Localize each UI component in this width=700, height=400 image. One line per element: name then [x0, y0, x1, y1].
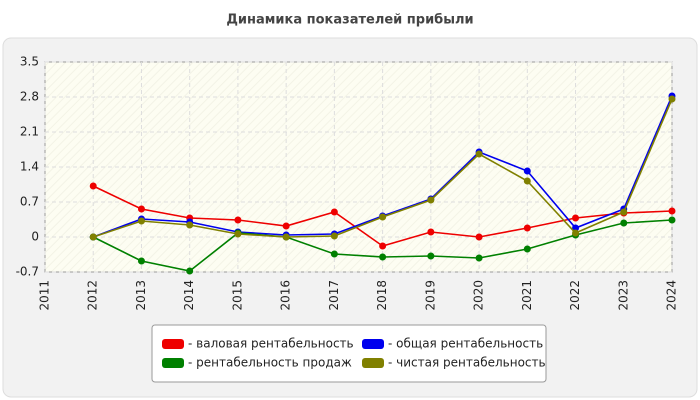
legend-label: - общая рентабельность [388, 337, 543, 351]
point [523, 245, 531, 253]
x-tick-label: 2020 [472, 280, 486, 311]
point [427, 196, 435, 204]
y-tick-label: 2.8 [20, 90, 39, 104]
x-tick-label: 2011 [38, 280, 52, 311]
point [572, 224, 580, 232]
point [523, 224, 531, 232]
x-tick-label: 2021 [520, 280, 534, 311]
x-tick-label: 2023 [616, 280, 630, 311]
point [186, 221, 194, 229]
point [668, 216, 676, 224]
y-tick-label: 3.5 [20, 55, 39, 69]
x-tick-label: 2024 [665, 280, 679, 311]
point [330, 208, 338, 216]
point [234, 216, 242, 224]
point [137, 217, 145, 225]
x-tick-label: 2013 [134, 280, 148, 311]
legend-swatch [162, 339, 184, 349]
point [379, 242, 387, 250]
point [89, 182, 97, 190]
point [137, 205, 145, 213]
x-tick-label: 2017 [327, 280, 341, 311]
point [234, 230, 242, 238]
x-tick-label: 2018 [375, 280, 389, 311]
x-tick-label: 2016 [279, 280, 293, 311]
y-tick-label: 0 [31, 230, 39, 244]
point [379, 253, 387, 261]
y-tick-label: -0.7 [16, 265, 39, 279]
legend-label: - рентабельность продаж [188, 356, 352, 370]
legend-swatch [362, 358, 384, 368]
point [620, 208, 628, 216]
legend-label: - валовая рентабельность [188, 337, 354, 351]
point [282, 222, 290, 230]
point [620, 219, 628, 227]
point [475, 254, 483, 262]
y-tick-label: 1.4 [20, 160, 39, 174]
point [186, 267, 194, 275]
y-tick-label: 0.7 [20, 195, 39, 209]
x-tick-label: 2019 [423, 280, 437, 311]
point [475, 150, 483, 158]
chart-title: Динамика показателей прибыли [226, 13, 473, 28]
legend-swatch [362, 339, 384, 349]
legend [151, 324, 547, 383]
point [330, 250, 338, 258]
point [379, 213, 387, 221]
x-tick-label: 2015 [230, 280, 244, 311]
x-tick-label: 2022 [568, 280, 582, 311]
point [668, 207, 676, 215]
point [668, 95, 676, 103]
point [523, 167, 531, 175]
point [427, 252, 435, 260]
point [89, 233, 97, 241]
point [282, 233, 290, 241]
y-tick-label: 2.1 [20, 125, 39, 139]
point [427, 228, 435, 236]
point [137, 257, 145, 265]
point [523, 177, 531, 185]
point [572, 229, 580, 237]
point [475, 233, 483, 241]
point [330, 232, 338, 240]
point [572, 214, 580, 222]
legend-label: - чистая рентабельность [388, 356, 546, 370]
x-tick-label: 2014 [182, 280, 196, 311]
x-tick-label: 2012 [86, 280, 100, 311]
legend-swatch [162, 358, 184, 368]
